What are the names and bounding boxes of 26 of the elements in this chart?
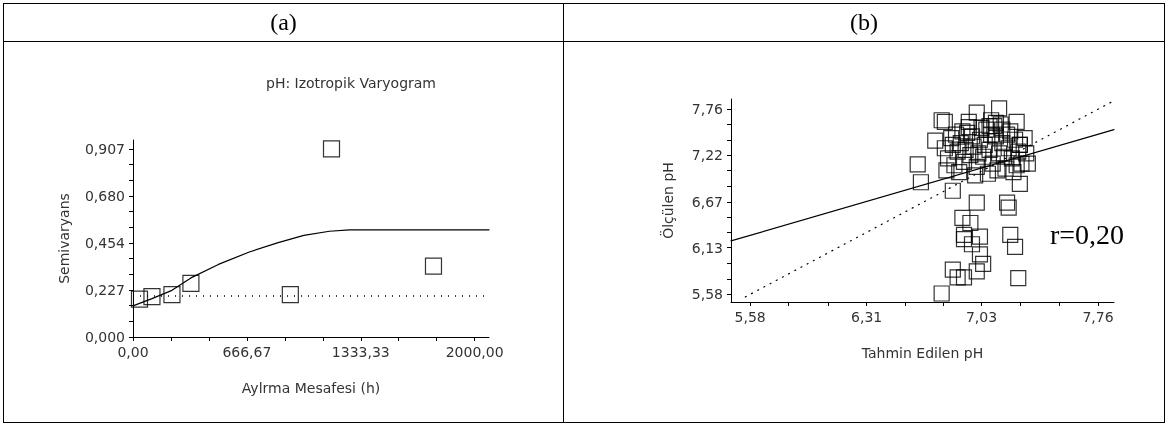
y-tick-label: 0,227	[84, 281, 125, 298]
y-tick-label: 6,13	[691, 239, 723, 256]
x-axis-title: Tahmin Edilen pH	[860, 345, 984, 361]
y-axis-title: Ölçülen pH	[659, 162, 676, 239]
chart-subtitle: pH: Izotropik Varyogram	[266, 75, 436, 91]
x-tick-label: 2000,00	[445, 344, 504, 360]
annotation: r=0,20	[1050, 218, 1125, 250]
y-tick-label: 0,907	[84, 140, 125, 157]
chart-title: (a)	[4, 4, 563, 42]
y-tick-label: 7,22	[691, 147, 723, 164]
y-tick-label: 7,76	[691, 101, 724, 118]
y-tick-label: 0,454	[84, 234, 126, 251]
y-tick-label: 0,000	[84, 329, 125, 345]
x-tick-label: 5,58	[734, 309, 766, 325]
x-tick-label: 666,67	[222, 344, 272, 360]
x-tick-label: 7,76	[1082, 309, 1114, 325]
x-tick-label: 0,00	[117, 344, 149, 360]
y-tick-label: 6,67	[691, 193, 723, 210]
x-tick-label: 1333,33	[331, 344, 390, 360]
x-axis-title: Aylrma Mesafesi (h)	[241, 380, 381, 396]
y-tick-label: 0,680	[84, 187, 125, 204]
x-tick-label: 6,31	[851, 309, 883, 325]
x-tick-label: 7,03	[965, 309, 998, 325]
chart-title: (b)	[564, 4, 1164, 42]
y-axis-title: Semivaryans	[56, 193, 72, 284]
y-tick-label: 5,58	[691, 286, 723, 303]
